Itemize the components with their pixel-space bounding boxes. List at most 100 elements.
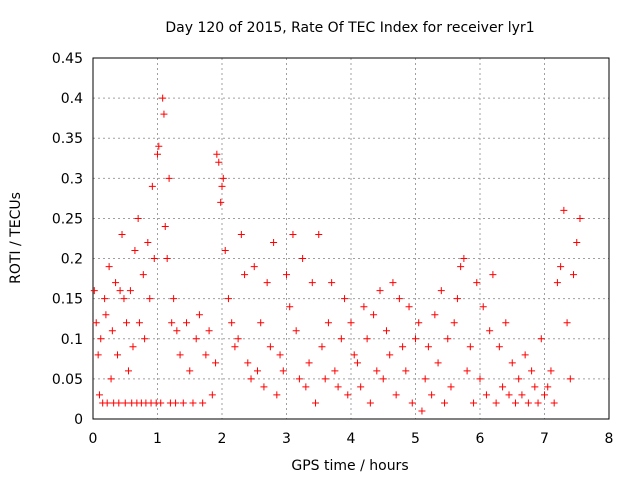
data-point — [237, 230, 245, 238]
data-point — [123, 319, 131, 327]
x-tick-label: 1 — [153, 431, 162, 447]
data-point — [105, 263, 113, 271]
data-point — [176, 351, 184, 359]
data-point — [95, 391, 103, 399]
data-point — [102, 311, 110, 319]
data-point — [228, 319, 236, 327]
data-point — [450, 319, 458, 327]
data-point — [92, 319, 100, 327]
data-point — [103, 399, 111, 407]
data-point — [331, 367, 339, 375]
x-tick-labels: 0 1 2 3 4 5 6 7 8 — [89, 431, 614, 447]
data-point — [492, 399, 500, 407]
data-point — [186, 367, 194, 375]
data-point — [97, 335, 105, 343]
data-point — [108, 327, 116, 335]
data-point — [154, 150, 161, 158]
data-point — [341, 295, 349, 303]
data-point — [208, 391, 216, 399]
y-tick-label: 0.3 — [61, 171, 83, 187]
data-point — [399, 343, 407, 351]
data-point — [165, 174, 173, 182]
data-point — [131, 247, 139, 255]
data-point — [124, 367, 132, 375]
data-point — [283, 271, 290, 279]
data-point — [302, 383, 310, 391]
data-point — [312, 399, 320, 407]
data-point — [386, 351, 394, 359]
data-point — [360, 303, 368, 311]
data-point — [479, 303, 487, 311]
chart-title: Day 120 of 2015, Rate Of TEC Index for r… — [165, 20, 534, 36]
data-point — [218, 182, 226, 190]
x-tick-label: 5 — [411, 431, 420, 447]
data-point — [544, 383, 552, 391]
y-tick-label: 0.15 — [52, 292, 83, 308]
data-point — [295, 375, 303, 383]
data-point — [379, 375, 387, 383]
data-point — [129, 343, 137, 351]
data-point — [120, 295, 128, 303]
data-point — [366, 399, 374, 407]
data-point — [328, 279, 336, 287]
data-point — [518, 391, 526, 399]
data-point — [418, 407, 426, 415]
data-points — [90, 94, 584, 415]
data-point — [115, 399, 123, 407]
data-point — [161, 222, 169, 230]
data-point — [482, 391, 490, 399]
data-point — [550, 399, 558, 407]
data-point — [363, 335, 371, 343]
data-point — [150, 255, 158, 263]
data-point — [508, 359, 516, 367]
data-point — [224, 295, 232, 303]
data-point — [183, 319, 191, 327]
data-point — [353, 359, 361, 367]
data-point — [531, 383, 539, 391]
data-point — [489, 271, 497, 279]
data-point — [466, 343, 474, 351]
data-point — [560, 206, 568, 214]
data-point — [315, 230, 323, 238]
data-point — [231, 343, 239, 351]
data-point — [172, 399, 180, 407]
data-point — [135, 319, 143, 327]
data-point — [395, 295, 403, 303]
x-tick-label: 4 — [347, 431, 356, 447]
x-tick-label: 3 — [282, 431, 291, 447]
data-point — [157, 399, 165, 407]
data-point — [112, 279, 120, 287]
y-axis-label: ROTI / TECUs — [8, 192, 24, 284]
data-point — [424, 343, 432, 351]
data-point — [213, 150, 221, 158]
data-point — [260, 383, 268, 391]
data-point — [219, 174, 227, 182]
data-point — [292, 327, 300, 335]
x-tick-label: 0 — [89, 431, 98, 447]
data-point — [547, 367, 555, 375]
data-point — [279, 367, 287, 375]
data-point — [389, 279, 397, 287]
data-point — [205, 327, 213, 335]
data-point — [257, 319, 265, 327]
data-point — [521, 351, 529, 359]
data-point — [421, 375, 429, 383]
data-point — [247, 375, 255, 383]
data-point — [344, 391, 352, 399]
data-point — [318, 343, 326, 351]
data-point — [114, 351, 122, 359]
data-point — [370, 311, 378, 319]
data-point — [266, 343, 274, 351]
data-point — [170, 295, 178, 303]
data-point — [453, 295, 461, 303]
data-point — [495, 343, 503, 351]
data-point — [337, 335, 345, 343]
data-point — [148, 182, 156, 190]
data-point — [473, 279, 481, 287]
data-point — [159, 94, 167, 102]
x-tick-label: 2 — [218, 431, 227, 447]
y-tick-label: 0.45 — [52, 51, 83, 67]
data-point — [524, 399, 532, 407]
plot-frame — [92, 57, 610, 420]
